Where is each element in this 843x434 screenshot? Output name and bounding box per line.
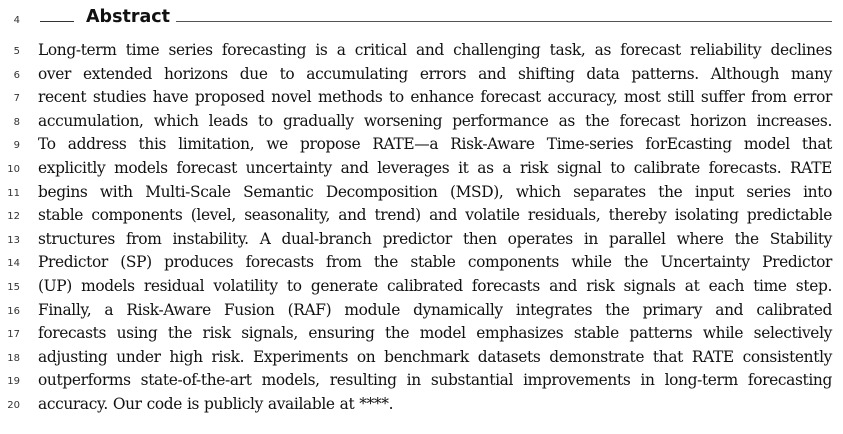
text-line: 18 adjusting under high risk. Experiment… [0, 346, 843, 370]
text-line: 6 over extended horizons due to accumula… [0, 63, 843, 87]
line-text: accuracy. Our code is publicly available… [38, 394, 394, 413]
text-line: 9 To address this limitation, we propose… [0, 133, 843, 157]
heading-rule-left [40, 21, 74, 22]
text-line: 10 explicitly models forecast uncertaint… [0, 157, 843, 181]
section-heading: 4 Abstract [0, 6, 843, 34]
line-text: Finally, a Risk-Aware Fusion (RAF) modul… [38, 300, 832, 319]
line-text: (UP) models residual volatility to gener… [38, 276, 832, 295]
line-text: stable components (level, seasonality, a… [38, 206, 832, 225]
abstract-body: 5 Long-term time series forecasting is a… [0, 39, 843, 417]
line-number: 7 [13, 93, 20, 105]
text-line: 7 recent studies have proposed novel met… [0, 86, 843, 110]
line-text: accumulation, which leads to gradually w… [38, 111, 832, 130]
line-number: 14 [7, 258, 20, 270]
line-text: Long-term time series forecasting is a c… [38, 41, 832, 59]
line-number: 16 [7, 305, 20, 317]
line-number: 13 [7, 234, 20, 246]
heading-rule-right [176, 21, 832, 22]
line-number: 17 [7, 329, 20, 341]
line-number: 6 [13, 69, 20, 81]
text-line: 13 structures from instability. A dual-b… [0, 228, 843, 252]
line-number: 10 [7, 163, 20, 175]
line-text: To address this limitation, we propose R… [38, 135, 832, 154]
line-text: outperforms state-of-the-art models, res… [38, 371, 832, 390]
line-number: 5 [13, 46, 20, 57]
line-text: begins with Multi-Scale Semantic Decompo… [38, 182, 832, 201]
line-number: 8 [13, 116, 20, 128]
text-line: 16 Finally, a Risk-Aware Fusion (RAF) mo… [0, 299, 843, 323]
text-line: 19 outperforms state-of-the-art models, … [0, 369, 843, 393]
line-text: Predictor (SP) produces forecasts from t… [38, 253, 832, 272]
text-line: 20 accuracy. Our code is publicly availa… [0, 393, 843, 417]
line-number: 15 [7, 281, 20, 293]
text-line: 14 Predictor (SP) produces forecasts fro… [0, 251, 843, 275]
line-number: 11 [7, 187, 20, 199]
text-line: 11 begins with Multi-Scale Semantic Deco… [0, 181, 843, 205]
text-line: 12 stable components (level, seasonality… [0, 204, 843, 228]
text-line: 15 (UP) models residual volatility to ge… [0, 275, 843, 299]
line-number: 12 [7, 211, 20, 223]
section-title: Abstract [86, 7, 171, 27]
text-line: 5 Long-term time series forecasting is a… [0, 39, 843, 63]
line-number: 9 [13, 140, 20, 152]
text-line: 8 accumulation, which leads to gradually… [0, 110, 843, 134]
line-number: 19 [7, 376, 20, 388]
line-text: explicitly models forecast uncertainty a… [38, 158, 832, 177]
line-text: recent studies have proposed novel metho… [38, 88, 832, 107]
line-text: adjusting under high risk. Experiments o… [38, 347, 832, 366]
line-text: forecasts using the risk signals, ensuri… [38, 324, 832, 343]
line-text: structures from instability. A dual-bran… [38, 229, 832, 248]
line-number: 20 [7, 399, 20, 411]
line-number: 4 [13, 15, 20, 26]
line-number: 18 [7, 352, 20, 364]
text-line: 17 forecasts using the risk signals, ens… [0, 322, 843, 346]
line-text: over extended horizons due to accumulati… [38, 64, 832, 83]
